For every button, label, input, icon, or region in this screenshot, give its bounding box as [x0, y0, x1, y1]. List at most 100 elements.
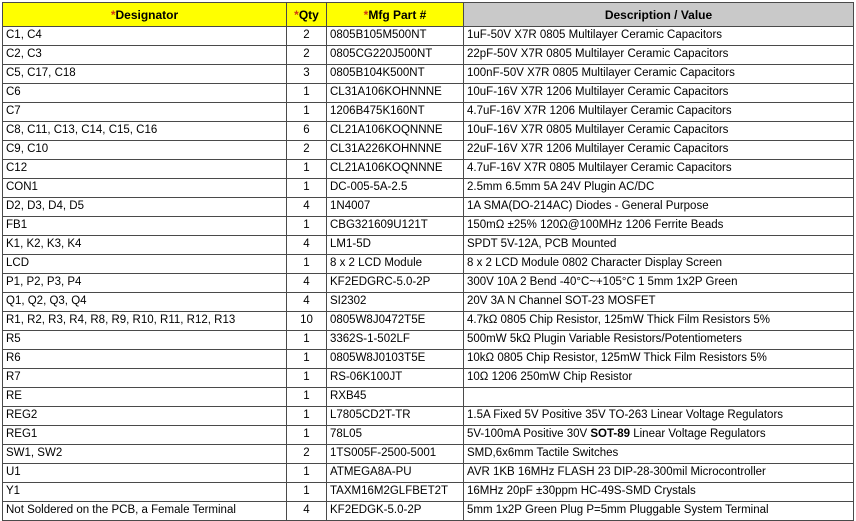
cell-description[interactable]: 150mΩ ±25% 120Ω@100MHz 1206 Ferrite Bead… [463, 216, 854, 236]
table-row[interactable]: R5 1 3362S-1-502LF 500mW 5kΩ Plugin Variabl… [2, 330, 854, 350]
cell-designator[interactable]: C6 [2, 83, 287, 103]
cell-mfg-part[interactable]: ATMEGA8A-PU [326, 463, 464, 483]
table-row[interactable]: LCD 1 8 x 2 LCD Module 8 x 2 LCD Module 080… [2, 254, 854, 274]
cell-description[interactable]: 4.7kΩ 0805 Chip Resistor, 125mW Thick Fi… [463, 311, 854, 331]
cell-mfg-part[interactable]: RS-06K100JT [326, 368, 464, 388]
table-row[interactable]: C2, C3 2 0805CG220J500NT 22pF-50V X7R 0805 … [2, 45, 854, 65]
column-header-designator[interactable]: *Designator [2, 2, 287, 27]
cell-qty[interactable]: 4 [286, 273, 327, 293]
cell-designator[interactable]: C12 [2, 159, 287, 179]
table-row[interactable]: C8, C11, C13, C14, C15, C16 6 CL21A106KOQN… [2, 121, 854, 141]
cell-description[interactable]: 5V-100mA Positive 30V SOT-89 Linear Volt… [463, 425, 854, 445]
table-row[interactable]: CON1 1 DC-005-5A-2.5 2.5mm 6.5mm 5A 24V Plu… [2, 178, 854, 198]
cell-qty[interactable]: 1 [286, 463, 327, 483]
cell-description[interactable]: 8 x 2 LCD Module 0802 Character Display … [463, 254, 854, 274]
cell-description[interactable]: SPDT 5V-12A, PCB Mounted [463, 235, 854, 255]
cell-qty[interactable]: 2 [286, 45, 327, 65]
table-row[interactable]: R6 1 0805W8J0103T5E 10kΩ 0805 Chip Resistor… [2, 349, 854, 369]
cell-designator[interactable]: R7 [2, 368, 287, 388]
cell-designator[interactable]: RE [2, 387, 287, 407]
cell-designator[interactable]: REG2 [2, 406, 287, 426]
cell-mfg-part[interactable]: 0805CG220J500NT [326, 45, 464, 65]
cell-designator[interactable]: D2, D3, D4, D5 [2, 197, 287, 217]
cell-description[interactable] [463, 387, 854, 407]
cell-description[interactable]: 2.5mm 6.5mm 5A 24V Plugin AC/DC [463, 178, 854, 198]
cell-mfg-part[interactable]: 8 x 2 LCD Module [326, 254, 464, 274]
cell-mfg-part[interactable]: L7805CD2T-TR [326, 406, 464, 426]
cell-designator[interactable]: P1, P2, P3, P4 [2, 273, 287, 293]
cell-mfg-part[interactable]: 3362S-1-502LF [326, 330, 464, 350]
cell-designator[interactable]: SW1, SW2 [2, 444, 287, 464]
cell-mfg-part[interactable]: 0805B104K500NT [326, 64, 464, 84]
table-row[interactable]: REG2 1 L7805CD2T-TR 1.5A Fixed 5V Positive … [2, 406, 854, 426]
cell-qty[interactable]: 10 [286, 311, 327, 331]
cell-designator[interactable]: FB1 [2, 216, 287, 236]
table-row[interactable]: C9, C10 2 CL31A226KOHNNNE 22uF-16V X7R 1206… [2, 140, 854, 160]
table-row[interactable]: FB1 1 CBG321609U121T 150mΩ ±25% 120Ω@100MH… [2, 216, 854, 236]
table-row[interactable]: RE 1 RXB45 [2, 387, 854, 407]
cell-description[interactable]: 100nF-50V X7R 0805 Multilayer Ceramic Ca… [463, 64, 854, 84]
cell-description[interactable]: AVR 1KB 16MHz FLASH 23 DIP-28-300mil Mic… [463, 463, 854, 483]
cell-description[interactable]: 1A SMA(DO-214AC) Diodes - General Purpos… [463, 197, 854, 217]
table-row[interactable]: C12 1 CL21A106KOQNNNE 4.7uF-16V X7R 0805 Mu… [2, 159, 854, 179]
cell-designator[interactable]: R1, R2, R3, R4, R8, R9, R10, R11, R12, R… [2, 311, 287, 331]
cell-description[interactable]: 4.7uF-16V X7R 0805 Multilayer Ceramic Ca… [463, 159, 854, 179]
cell-description[interactable]: SMD,6x6mm Tactile Switches [463, 444, 854, 464]
cell-qty[interactable]: 1 [286, 425, 327, 445]
cell-description[interactable]: 4.7uF-16V X7R 1206 Multilayer Ceramic Ca… [463, 102, 854, 122]
cell-designator[interactable]: R5 [2, 330, 287, 350]
cell-mfg-part[interactable]: 0805W8J0472T5E [326, 311, 464, 331]
cell-designator[interactable]: U1 [2, 463, 287, 483]
cell-mfg-part[interactable]: RXB45 [326, 387, 464, 407]
cell-description[interactable]: 16MHz 20pF ±30ppm HC-49S-SMD Crystals [463, 482, 854, 502]
cell-mfg-part[interactable]: CBG321609U121T [326, 216, 464, 236]
table-row[interactable]: SW1, SW2 2 1TS005F-2500-5001 SMD,6x6mm Tact… [2, 444, 854, 464]
cell-mfg-part[interactable]: LM1-5D [326, 235, 464, 255]
cell-mfg-part[interactable]: DC-005-5A-2.5 [326, 178, 464, 198]
table-row[interactable]: C5, C17, C18 3 0805B104K500NT 100nF-50V X7R… [2, 64, 854, 84]
cell-qty[interactable]: 4 [286, 501, 327, 521]
cell-qty[interactable]: 1 [286, 178, 327, 198]
cell-qty[interactable]: 1 [286, 102, 327, 122]
cell-qty[interactable]: 4 [286, 197, 327, 217]
cell-designator[interactable]: Not Soldered on the PCB, a Female Termin… [2, 501, 287, 521]
cell-description[interactable]: 10kΩ 0805 Chip Resistor, 125mW Thick Fil… [463, 349, 854, 369]
cell-qty[interactable]: 1 [286, 349, 327, 369]
cell-mfg-part[interactable]: CL31A106KOHNNNE [326, 83, 464, 103]
cell-description[interactable]: 22pF-50V X7R 0805 Multilayer Ceramic Cap… [463, 45, 854, 65]
table-row[interactable]: P1, P2, P3, P4 4 KF2EDGRC-5.0-2P 300V 10A 2… [2, 273, 854, 293]
cell-qty[interactable]: 6 [286, 121, 327, 141]
cell-designator[interactable]: CON1 [2, 178, 287, 198]
cell-designator[interactable]: C9, C10 [2, 140, 287, 160]
table-row[interactable]: U1 1 ATMEGA8A-PU AVR 1KB 16MHz FLASH 23 DIP… [2, 463, 854, 483]
cell-qty[interactable]: 1 [286, 387, 327, 407]
cell-qty[interactable]: 1 [286, 482, 327, 502]
table-row[interactable]: C6 1 CL31A106KOHNNNE 10uF-16V X7R 1206 Mult… [2, 83, 854, 103]
cell-qty[interactable]: 1 [286, 406, 327, 426]
cell-qty[interactable]: 1 [286, 216, 327, 236]
cell-qty[interactable]: 2 [286, 26, 327, 46]
cell-description[interactable]: 1uF-50V X7R 0805 Multilayer Ceramic Capa… [463, 26, 854, 46]
table-row[interactable]: C1, C4 2 0805B105M500NT 1uF-50V X7R 0805 Mu… [2, 26, 854, 46]
cell-qty[interactable]: 1 [286, 83, 327, 103]
cell-mfg-part[interactable]: 78L05 [326, 425, 464, 445]
cell-designator[interactable]: C7 [2, 102, 287, 122]
cell-qty[interactable]: 1 [286, 368, 327, 388]
cell-qty[interactable]: 1 [286, 159, 327, 179]
cell-description[interactable]: 1.5A Fixed 5V Positive 35V TO-263 Linear… [463, 406, 854, 426]
cell-mfg-part[interactable]: CL21A106KOQNNNE [326, 159, 464, 179]
cell-qty[interactable]: 2 [286, 140, 327, 160]
table-row[interactable]: D2, D3, D4, D5 4 1N4007 1A SMA(DO-214AC) Di… [2, 197, 854, 217]
table-row[interactable]: REG1 1 78L05 5V-100mA Positive 30V SOT-89 L… [2, 425, 854, 445]
cell-mfg-part[interactable]: 1TS005F-2500-5001 [326, 444, 464, 464]
cell-designator[interactable]: Q1, Q2, Q3, Q4 [2, 292, 287, 312]
cell-description[interactable]: 300V 10A 2 Bend -40°C~+105°C 1 5mm 1x2P … [463, 273, 854, 293]
column-header-mfg-part[interactable]: *Mfg Part # [326, 2, 464, 27]
table-row[interactable]: R7 1 RS-06K100JT 10Ω 1206 250mW Chip Resist… [2, 368, 854, 388]
cell-designator[interactable]: REG1 [2, 425, 287, 445]
table-row[interactable]: C7 1 1206B475K160NT 4.7uF-16V X7R 1206 Mult… [2, 102, 854, 122]
cell-mfg-part[interactable]: TAXM16M2GLFBET2T [326, 482, 464, 502]
cell-designator[interactable]: C2, C3 [2, 45, 287, 65]
cell-description[interactable]: 22uF-16V X7R 1206 Multilayer Ceramic Cap… [463, 140, 854, 160]
cell-description[interactable]: 500mW 5kΩ Plugin Variable Resistors/Pote… [463, 330, 854, 350]
